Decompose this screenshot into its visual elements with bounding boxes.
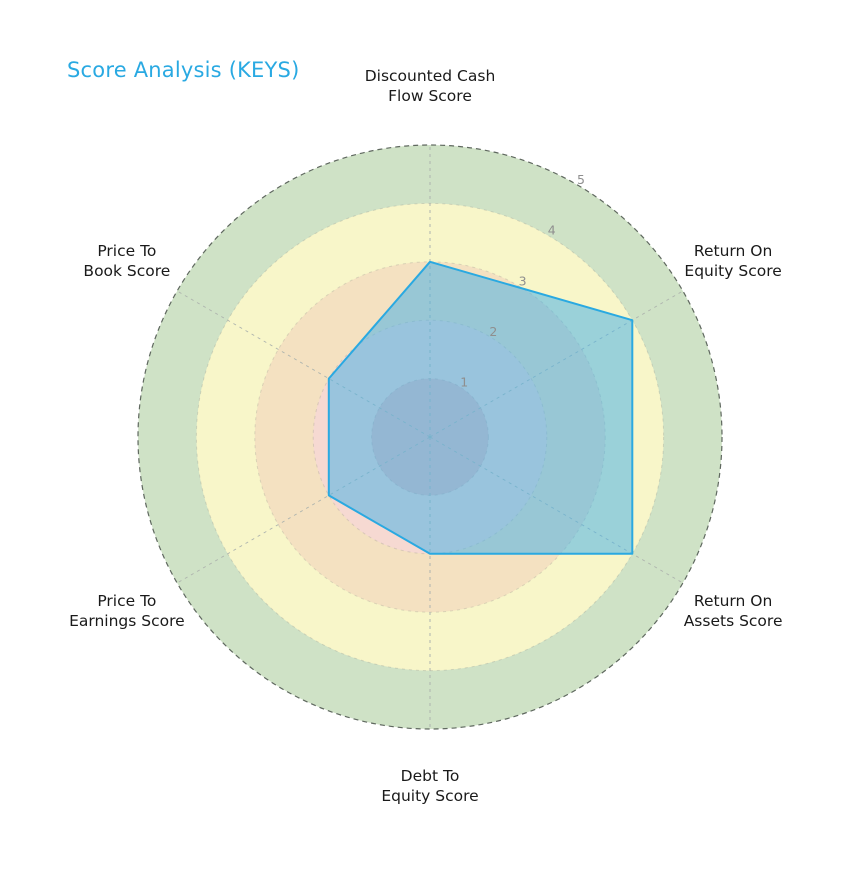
axis-label-return-on-assets-score: Return On Assets Score: [683, 592, 783, 630]
radial-tick-2: 2: [489, 324, 497, 339]
score-polygon-keys: [327, 260, 634, 555]
axis-label-return-on-equity-score: Return On Equity Score: [684, 242, 782, 280]
radial-tick-1: 1: [460, 374, 468, 389]
radial-tick-5: 5: [577, 172, 585, 187]
axis-label-price-to-earnings-score: Price To Earnings Score: [69, 592, 185, 630]
axis-label-discounted-cash-flow-score: Discounted Cash Flow Score: [364, 67, 496, 105]
radial-tick-4: 4: [548, 223, 556, 238]
chart-title: Score Analysis (KEYS): [67, 58, 300, 82]
axis-label-debt-to-equity-score: Debt To Equity Score: [381, 767, 479, 805]
axis-label-price-to-book-score: Price To Book Score: [83, 242, 171, 280]
radial-tick-3: 3: [519, 273, 527, 288]
